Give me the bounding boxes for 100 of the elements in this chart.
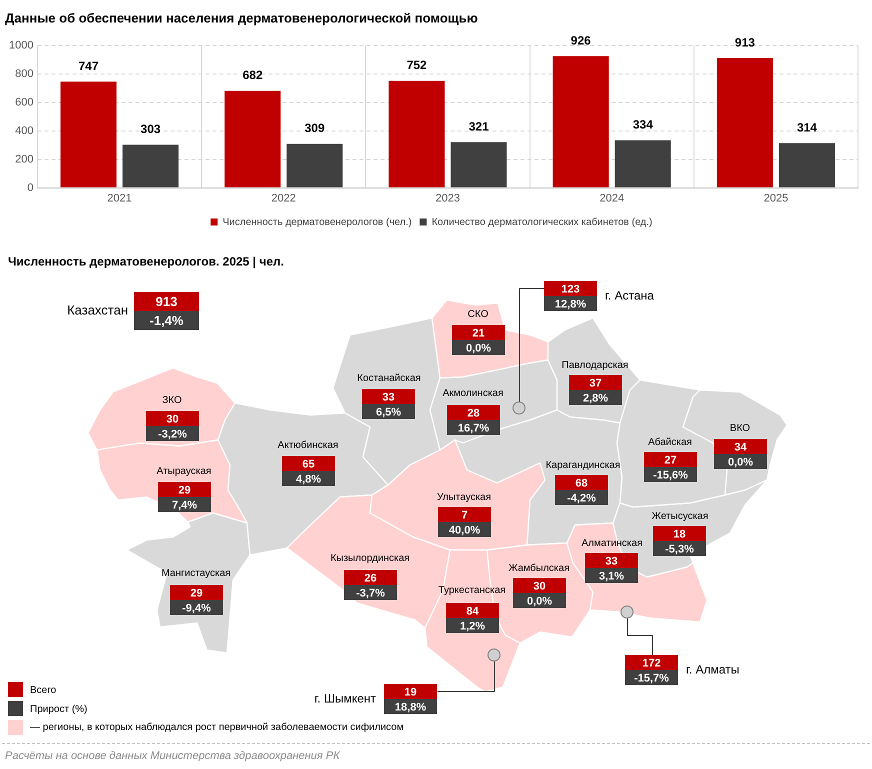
category-label: Акмолинская bbox=[442, 388, 504, 399]
data-label: 19 bbox=[404, 686, 417, 699]
data-label: 84 bbox=[466, 606, 480, 618]
legend-label: Всего bbox=[30, 684, 57, 696]
data-label: 752 bbox=[406, 58, 428, 72]
category-label: Костанайская bbox=[357, 372, 421, 384]
category-label: ЗКО bbox=[162, 394, 182, 406]
category-label: г. Шымкент bbox=[314, 691, 376, 706]
data-label: 21 bbox=[472, 328, 485, 340]
data-label: 321 bbox=[468, 119, 490, 134]
data-label: 18 bbox=[673, 528, 686, 541]
category-label: Павлодарская bbox=[562, 360, 628, 371]
data-label: 29 bbox=[178, 484, 191, 497]
text: — регионы, в которых наблюдался рост первичной заболеваемости сифилисом bbox=[30, 722, 404, 733]
data-label: 682 bbox=[242, 68, 263, 82]
y-tick-label: 600 bbox=[15, 96, 34, 109]
data-label: -3,2% bbox=[158, 428, 188, 441]
data-label: 65 bbox=[302, 458, 315, 471]
data-label: 172 bbox=[642, 658, 661, 670]
data-label: 33 bbox=[382, 392, 395, 404]
data-label: 913 bbox=[734, 35, 756, 50]
x-tick-label: 2024 bbox=[600, 192, 624, 204]
data-label: 18,8% bbox=[394, 702, 426, 714]
category-label: Кызылординская bbox=[330, 552, 410, 564]
data-label: 309 bbox=[304, 121, 325, 136]
bar bbox=[122, 144, 179, 188]
data-label: -3,7% bbox=[356, 588, 386, 600]
data-label: 34 bbox=[734, 442, 748, 454]
data-label: 30 bbox=[166, 414, 179, 426]
x-tick-label: 2023 bbox=[435, 192, 460, 204]
y-tick-label: 400 bbox=[15, 124, 34, 137]
x-tick-label: 2021 bbox=[107, 192, 132, 204]
category-label: Жамбылская bbox=[508, 562, 570, 574]
category-label: Атырауская bbox=[156, 466, 212, 477]
data-label: -15,7% bbox=[634, 672, 670, 685]
data-label: 68 bbox=[575, 478, 588, 490]
text: Численность дерматовенерологов. 2025 | чел. bbox=[8, 254, 284, 269]
bar bbox=[716, 58, 773, 188]
x-tick-label: 2025 bbox=[764, 192, 788, 204]
y-tick-label: 800 bbox=[15, 68, 34, 80]
data-label: 1,2% bbox=[460, 620, 486, 633]
data-label: 29 bbox=[190, 588, 203, 600]
data-label: 16,7% bbox=[458, 422, 490, 435]
data-label: 4,8% bbox=[296, 474, 322, 486]
y-tick-label: 1000 bbox=[8, 40, 34, 52]
category-label: Карагандинская bbox=[546, 460, 620, 471]
category-label: Улытауская bbox=[436, 492, 492, 503]
category-label: г. Астана bbox=[605, 288, 654, 302]
data-label: 3,1% bbox=[598, 570, 624, 583]
category-label: Актюбинская bbox=[278, 440, 338, 451]
data-label: 7,4% bbox=[172, 500, 198, 512]
bar bbox=[60, 82, 117, 188]
data-label: 0,0% bbox=[466, 342, 492, 355]
data-label: 747 bbox=[78, 58, 99, 73]
data-label: 33 bbox=[605, 556, 618, 568]
legend-label: Численность дерматовенерологов (чел.) bbox=[222, 216, 412, 228]
chart-title: Данные об обеспечении населения дерматовенерологической помощью bbox=[5, 10, 478, 26]
data-label: 2,8% bbox=[582, 392, 608, 405]
legend-label: Количество дерматологических кабинетов (ед.) bbox=[432, 216, 652, 228]
data-label: 0,0% bbox=[526, 596, 552, 608]
x-tick-label: 2022 bbox=[271, 192, 296, 204]
data-label: -1,4% bbox=[150, 313, 184, 328]
data-label: -4,2% bbox=[567, 492, 596, 505]
bar bbox=[224, 90, 281, 188]
legend-label: Прирост (%) bbox=[30, 704, 88, 715]
data-label: 27 bbox=[664, 454, 677, 467]
category-label: Мангистауская bbox=[161, 568, 231, 579]
data-label: -15,6% bbox=[653, 470, 688, 482]
data-label: 30 bbox=[533, 580, 546, 593]
data-label: 123 bbox=[561, 284, 580, 296]
data-label: 0,0% bbox=[728, 456, 754, 469]
data-label: 28 bbox=[467, 408, 480, 420]
category-label: Казахстан bbox=[67, 302, 128, 318]
category-label: г. Алматы bbox=[686, 662, 740, 676]
data-label: 7 bbox=[461, 510, 468, 522]
data-label: 6,5% bbox=[376, 406, 402, 419]
y-tick-label: 200 bbox=[15, 153, 34, 166]
data-label: 37 bbox=[589, 378, 602, 390]
text: Расчёты на основе данных Министерства здравоохранения РК bbox=[5, 750, 340, 762]
bar bbox=[286, 144, 343, 188]
data-label: 314 bbox=[796, 120, 818, 134]
bar bbox=[552, 56, 609, 188]
data-label: -5,3% bbox=[665, 544, 694, 556]
data-label: 12,8% bbox=[554, 298, 586, 311]
category-label: Туркестанская bbox=[438, 584, 506, 596]
category-label: СКО bbox=[468, 308, 489, 320]
category-label: Жетысуская bbox=[652, 510, 708, 522]
category-label: Алматинская bbox=[582, 538, 642, 549]
bar bbox=[388, 80, 445, 188]
bar bbox=[614, 140, 671, 188]
data-label: 40,0% bbox=[448, 524, 480, 537]
data-label: -9,4% bbox=[182, 602, 212, 615]
category-label: Абайская bbox=[648, 436, 692, 448]
bar bbox=[450, 142, 507, 188]
bar bbox=[778, 143, 835, 188]
data-label: 926 bbox=[570, 33, 592, 48]
data-label: 26 bbox=[364, 572, 377, 585]
data-label: 334 bbox=[632, 118, 654, 132]
y-tick-label: 0 bbox=[27, 182, 34, 194]
category-label: ВКО bbox=[730, 422, 750, 434]
